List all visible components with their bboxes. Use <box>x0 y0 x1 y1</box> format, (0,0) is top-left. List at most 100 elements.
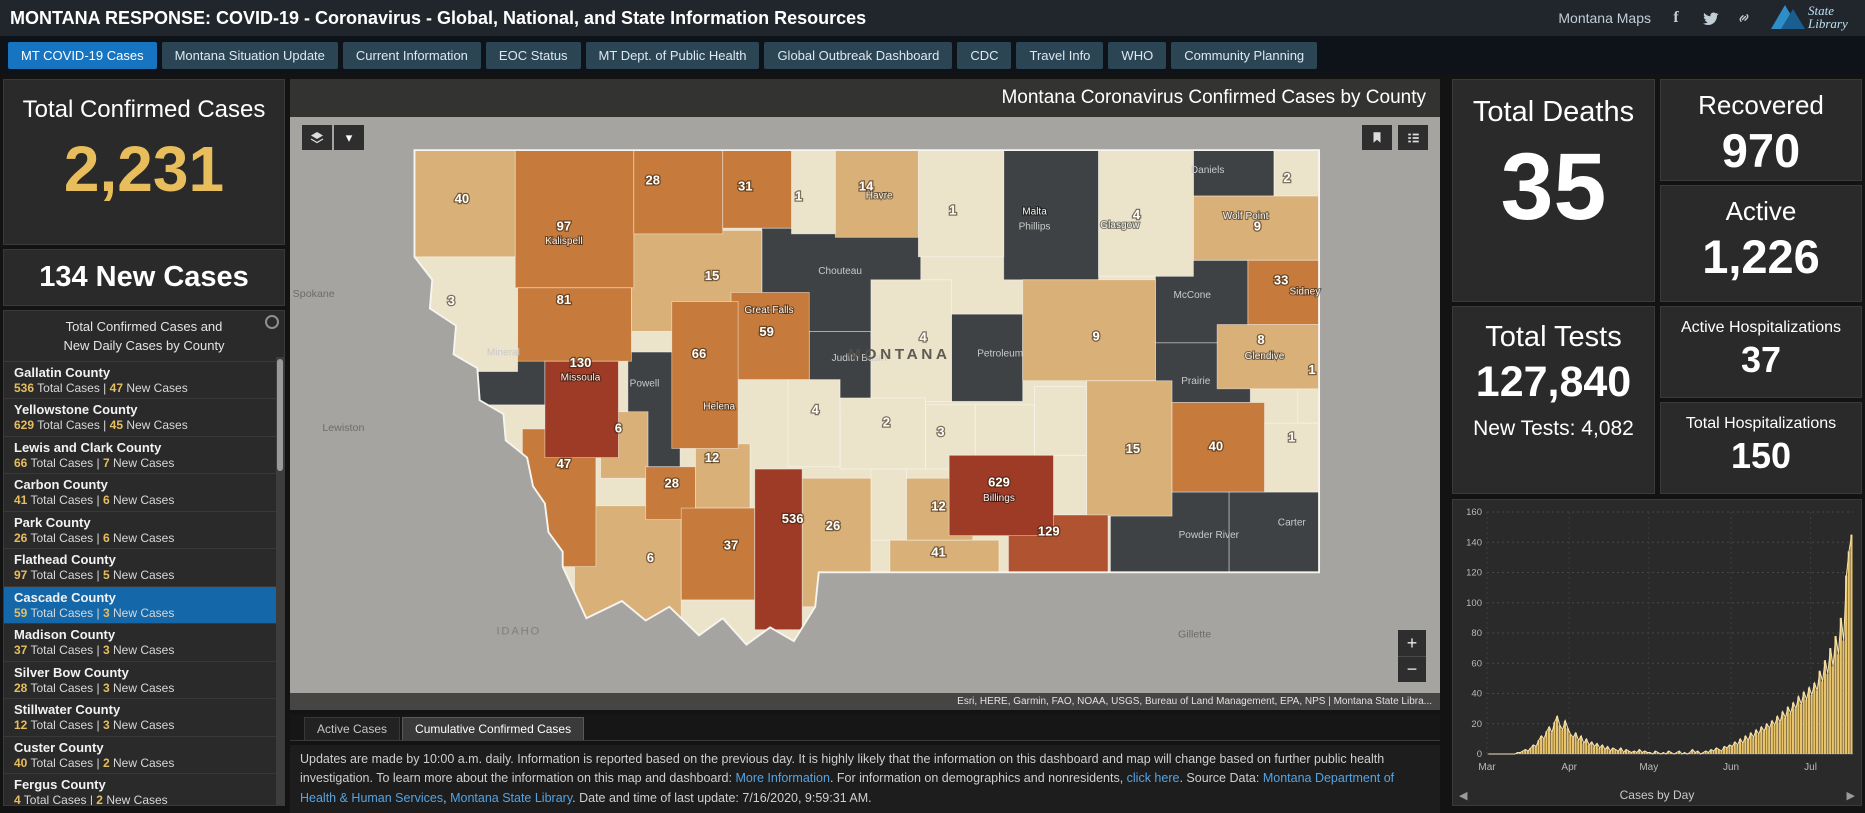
chart-bar[interactable] <box>1693 752 1697 754</box>
chart-bar[interactable] <box>1754 729 1758 754</box>
chart-bar[interactable] <box>1582 743 1585 754</box>
chart-bar[interactable] <box>1614 749 1617 754</box>
chart-bar[interactable] <box>1826 673 1829 754</box>
county-list-item[interactable]: Madison County 37 Total Cases | 3 New Cas… <box>4 624 284 662</box>
chart-bar[interactable] <box>1762 731 1765 754</box>
chart-bar[interactable] <box>1733 741 1736 754</box>
county-shape[interactable] <box>722 150 792 229</box>
chart-bar[interactable] <box>1590 741 1593 754</box>
chart-bar[interactable] <box>1797 696 1800 754</box>
click-here-link[interactable]: click here <box>1126 771 1180 786</box>
chart-bar[interactable] <box>1842 640 1845 754</box>
chart-bar[interactable] <box>1598 747 1601 754</box>
zoom-out-button[interactable]: − <box>1398 656 1426 682</box>
county-shape[interactable] <box>754 468 803 631</box>
chart-bar[interactable] <box>1638 749 1641 754</box>
chart-bar[interactable] <box>1603 749 1606 754</box>
county-shape[interactable] <box>695 443 751 509</box>
bookmark-icon[interactable] <box>1362 125 1392 150</box>
chart-bar[interactable] <box>1558 725 1561 754</box>
chart-bar[interactable] <box>1799 704 1803 754</box>
chart-bar[interactable] <box>1622 752 1625 754</box>
chart-bar[interactable] <box>1593 746 1596 754</box>
tab-current-information[interactable]: Current Information <box>342 41 481 69</box>
chart-bar[interactable] <box>1635 752 1638 754</box>
county-list-item[interactable]: Carbon County 41 Total Cases | 6 New Case… <box>4 474 284 512</box>
chart-bar[interactable] <box>1776 716 1779 754</box>
chart-bar[interactable] <box>1837 654 1840 754</box>
chart-bar[interactable] <box>1595 743 1598 754</box>
tab-travel-info[interactable]: Travel Info <box>1016 41 1104 69</box>
county-shape[interactable] <box>1003 150 1099 281</box>
chart-bar[interactable] <box>1656 752 1659 754</box>
county-shape[interactable] <box>1053 454 1088 516</box>
share-link-icon[interactable] <box>1735 9 1753 27</box>
chart-bar[interactable] <box>1784 717 1787 754</box>
chart-bar[interactable] <box>1839 617 1842 755</box>
chart-bar[interactable] <box>1829 648 1832 755</box>
chart-bar[interactable] <box>1675 752 1678 754</box>
chart-bar[interactable] <box>1616 750 1620 754</box>
chart-bar[interactable] <box>1548 726 1551 754</box>
chart-bar[interactable] <box>1574 732 1577 754</box>
chart-bar[interactable] <box>1553 722 1556 754</box>
chart-bar[interactable] <box>1802 691 1805 754</box>
chart-bar[interactable] <box>1805 699 1808 754</box>
tab-global-outbreak-dashboard[interactable]: Global Outbreak Dashboard <box>764 41 953 69</box>
chart-bar[interactable] <box>1746 740 1750 754</box>
county-list-item[interactable]: Flathead County 97 Total Cases | 5 New Ca… <box>4 549 284 587</box>
chart-bar[interactable] <box>1587 744 1590 754</box>
county-shape[interactable] <box>1034 386 1088 456</box>
county-shape[interactable] <box>889 539 1000 573</box>
chart-bar[interactable] <box>1847 551 1850 754</box>
county-shape[interactable] <box>633 150 724 235</box>
tab-cumulative-confirmed-cases[interactable]: Cumulative Confirmed Cases <box>402 717 585 740</box>
chart-bar[interactable] <box>1744 735 1747 754</box>
county-shape[interactable] <box>870 468 907 541</box>
chart-bar[interactable] <box>1667 750 1670 754</box>
county-list-scrollbar[interactable] <box>276 357 284 805</box>
chart-bar[interactable] <box>1738 738 1742 755</box>
chart-bar[interactable] <box>1792 702 1795 754</box>
chart-bar[interactable] <box>1696 750 1699 754</box>
chart-bar[interactable] <box>1563 720 1567 754</box>
chart-bar[interactable] <box>1701 752 1704 754</box>
tab-active-cases[interactable]: Active Cases <box>304 717 401 740</box>
chart-bar[interactable] <box>1815 690 1819 754</box>
chart-bar[interactable] <box>1627 750 1630 754</box>
county-shape[interactable] <box>1171 402 1265 493</box>
chart-bar[interactable] <box>1691 749 1694 754</box>
county-shape[interactable] <box>974 404 1035 463</box>
state-library-link[interactable]: Montana State Library <box>450 790 573 805</box>
chart-bar[interactable] <box>1736 744 1739 754</box>
chart-bar[interactable] <box>1823 660 1826 754</box>
cases-by-day-chart[interactable]: 0 20 40 60 80 100 120 140 160 Mar Apr May Jun Jul <box>1453 500 1861 778</box>
county-shape[interactable] <box>730 291 810 380</box>
county-shape[interactable] <box>834 150 919 238</box>
chart-bar[interactable] <box>1624 749 1628 754</box>
chart-bar[interactable] <box>1688 752 1691 754</box>
chart-bar[interactable] <box>1640 752 1643 754</box>
chart-bar[interactable] <box>1532 744 1535 754</box>
tab-mt-dept-of-public-health[interactable]: MT Dept. of Public Health <box>585 41 760 69</box>
chart-bar[interactable] <box>1518 752 1521 754</box>
county-shape[interactable] <box>1022 279 1156 382</box>
chart-bar[interactable] <box>1752 737 1755 754</box>
chart-bar[interactable] <box>1757 734 1760 754</box>
map-layers-button[interactable] <box>302 125 332 150</box>
county-shape[interactable] <box>839 397 926 470</box>
county-list-item[interactable]: Cascade County 59 Total Cases | 3 New Cas… <box>4 586 284 625</box>
county-shape[interactable] <box>1192 195 1320 261</box>
tab-cdc[interactable]: CDC <box>957 41 1012 69</box>
county-list-item[interactable]: Gallatin County 536 Total Cases | 47 New … <box>4 362 284 400</box>
chart-bar[interactable] <box>1516 752 1519 754</box>
chart-bar[interactable] <box>1537 740 1540 754</box>
chart-bar[interactable] <box>1632 750 1636 754</box>
chart-bar[interactable] <box>1810 695 1813 754</box>
county-shape[interactable] <box>414 150 516 258</box>
chart-bar[interactable] <box>1760 726 1763 754</box>
chart-bar[interactable] <box>1566 728 1569 754</box>
chart-bar[interactable] <box>1731 746 1734 754</box>
tab-who[interactable]: WHO <box>1108 41 1167 69</box>
